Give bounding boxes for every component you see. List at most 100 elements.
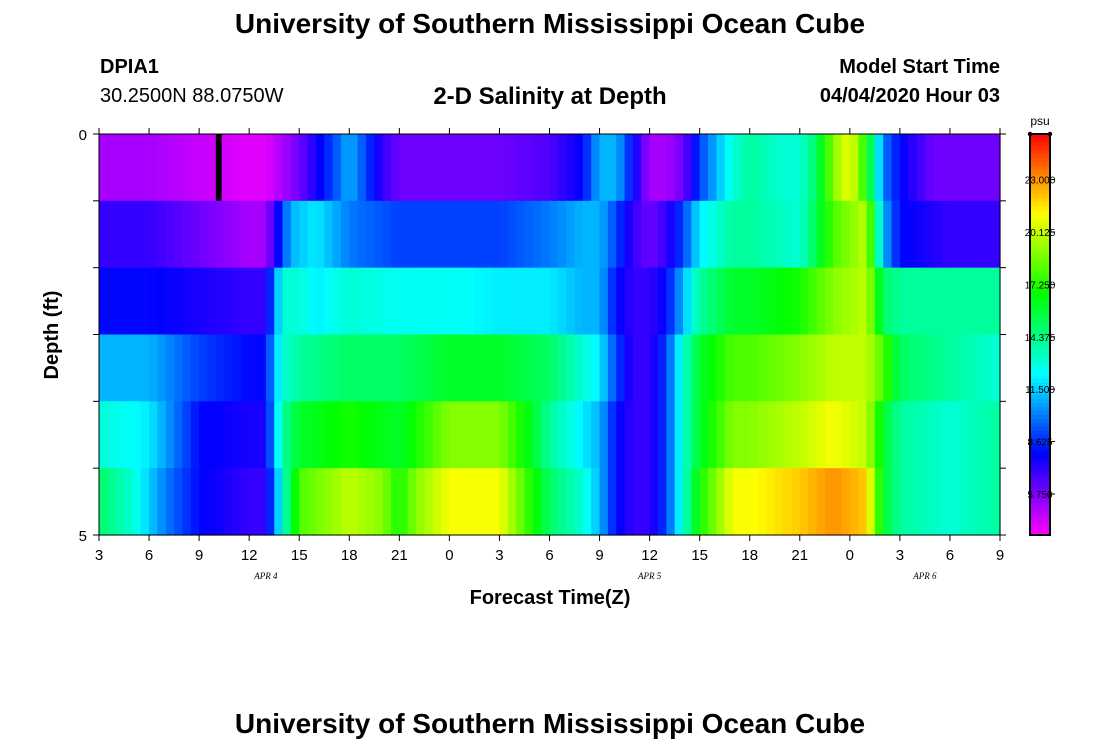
heatmap-cell xyxy=(582,334,592,402)
colorbar-segment xyxy=(1030,318,1050,324)
colorbar-segment xyxy=(1030,246,1050,251)
heatmap-cell xyxy=(491,401,501,469)
heatmap-cell xyxy=(107,134,117,202)
heatmap-cell xyxy=(783,267,793,336)
heatmap-cell xyxy=(474,401,484,469)
heatmap-cell xyxy=(883,401,893,469)
x-tick-label: 3 xyxy=(495,547,503,564)
heatmap-cell xyxy=(274,468,284,536)
heatmap-cell xyxy=(682,267,692,336)
heatmap-cell xyxy=(165,267,175,336)
heatmap-cell xyxy=(140,334,150,402)
heatmap-cell xyxy=(416,401,425,469)
colorbar-corner-dot xyxy=(1047,131,1053,137)
heatmap-cell xyxy=(557,334,567,402)
heatmap-cell xyxy=(99,200,108,269)
heatmap-cell xyxy=(574,334,584,402)
heatmap-cell xyxy=(182,200,192,269)
heatmap-cell xyxy=(816,267,826,336)
heatmap-cell xyxy=(257,334,267,402)
heatmap-cell xyxy=(866,200,876,269)
heatmap-cell xyxy=(883,267,893,336)
heatmap-cell xyxy=(374,200,384,269)
heatmap-cell xyxy=(582,468,592,536)
heatmap-cell xyxy=(290,267,300,336)
heatmap-cells xyxy=(99,134,1001,536)
heatmap-cell xyxy=(941,200,951,269)
heatmap-cell xyxy=(307,134,317,202)
heatmap-cell xyxy=(332,200,342,269)
heatmap-cell xyxy=(791,200,801,269)
heatmap-cell xyxy=(482,401,492,469)
heatmap-cell xyxy=(808,468,818,536)
heatmap-cell xyxy=(140,134,150,202)
heatmap-cell xyxy=(249,401,259,469)
colorbar-segment xyxy=(1030,206,1050,211)
heatmap-missing-block xyxy=(215,134,222,201)
heatmap-cell xyxy=(674,401,684,469)
heatmap-cell xyxy=(215,468,225,536)
heatmap-cell xyxy=(499,267,509,336)
x-tick-label: 18 xyxy=(341,547,358,564)
colorbar-segment xyxy=(1030,158,1050,163)
colorbar-tick-label: 11.500 xyxy=(1025,385,1055,396)
colorbar-segment xyxy=(1030,450,1050,456)
heatmap-cell xyxy=(916,134,926,202)
heatmap-cell xyxy=(424,134,434,202)
heatmap-cell xyxy=(265,134,275,202)
heatmap-cell xyxy=(315,401,325,469)
colorbar-segment xyxy=(1030,406,1050,412)
heatmap-cell xyxy=(115,200,125,269)
heatmap-cell xyxy=(99,401,108,469)
heatmap-cell xyxy=(858,134,868,202)
x-tick-label: 6 xyxy=(545,547,553,564)
heatmap-cell xyxy=(240,334,250,402)
heatmap-cell xyxy=(432,134,442,202)
heatmap-cell xyxy=(908,468,918,536)
heatmap-cell xyxy=(399,134,409,202)
heatmap-cell xyxy=(466,401,476,469)
colorbar-segment xyxy=(1030,142,1050,147)
heatmap-cell xyxy=(724,267,734,336)
heatmap-cell xyxy=(457,401,467,469)
heatmap-cell xyxy=(849,334,859,402)
date-label: APR 5 xyxy=(637,571,662,581)
heatmap-cell xyxy=(783,200,793,269)
heatmap-cell xyxy=(474,334,484,402)
heatmap-cell xyxy=(824,401,834,469)
heatmap-cell xyxy=(924,334,934,402)
heatmap-cell xyxy=(816,334,826,402)
heatmap-cell xyxy=(541,468,551,536)
heatmap-cell xyxy=(424,334,434,402)
heatmap-cell xyxy=(549,401,559,469)
heatmap-cell xyxy=(733,334,742,402)
heatmap-cell xyxy=(149,200,158,269)
heatmap-cell xyxy=(657,468,667,536)
heatmap-cell xyxy=(624,200,634,269)
heatmap-cell xyxy=(174,334,184,402)
heatmap-cell xyxy=(641,200,651,269)
colorbar-segment xyxy=(1030,210,1050,215)
heatmap-cell xyxy=(682,200,692,269)
colorbar-segment xyxy=(1030,334,1050,340)
heatmap-cell xyxy=(182,334,192,402)
heatmap-cell xyxy=(424,200,434,269)
colorbar-segment xyxy=(1030,330,1050,336)
heatmap-cell xyxy=(699,200,709,269)
heatmap-cell xyxy=(908,401,918,469)
heatmap-cell xyxy=(733,267,742,336)
heatmap-cell xyxy=(674,267,684,336)
heatmap-cell xyxy=(491,468,501,536)
heatmap-cell xyxy=(624,401,634,469)
heatmap-cell xyxy=(132,267,142,336)
heatmap-cell xyxy=(924,200,934,269)
heatmap-cell xyxy=(983,134,993,202)
heatmap-cell xyxy=(207,334,217,402)
heatmap-cell xyxy=(758,134,768,202)
heatmap-cell xyxy=(607,468,617,536)
colorbar-tick-label: 5.750 xyxy=(1027,490,1052,501)
heatmap-cell xyxy=(466,134,476,202)
heatmap-cell xyxy=(207,200,217,269)
heatmap-cell xyxy=(616,468,626,536)
